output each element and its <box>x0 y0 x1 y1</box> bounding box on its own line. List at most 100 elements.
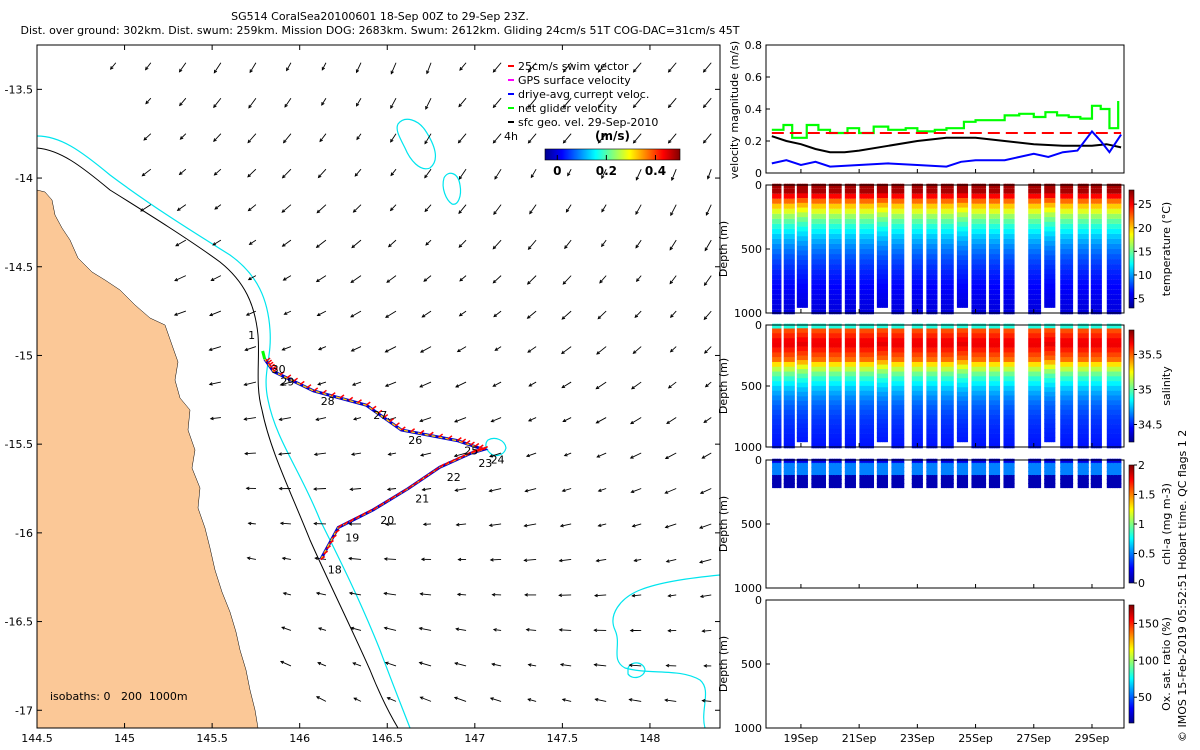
section-point <box>878 259 882 265</box>
geo-velocity-arrow <box>636 275 642 282</box>
section-point <box>926 249 929 255</box>
swim-vector <box>306 384 312 389</box>
section-point <box>839 233 842 239</box>
section-point <box>882 269 885 275</box>
geo-velocity-arrow <box>598 133 607 144</box>
section-point <box>802 283 805 289</box>
section-point <box>813 183 816 189</box>
section-point <box>773 309 777 315</box>
swim-vector <box>428 470 434 475</box>
section-point <box>980 218 983 224</box>
section-point <box>901 299 905 305</box>
swim-vector <box>428 431 434 436</box>
section-point <box>1099 203 1102 209</box>
geo-velocity-arrow <box>629 664 642 667</box>
section-point <box>876 302 880 308</box>
section-point <box>832 218 835 224</box>
section-point <box>862 279 866 285</box>
section-point <box>920 193 923 199</box>
section-point <box>848 264 851 270</box>
section-point <box>1038 304 1042 310</box>
section-point <box>983 233 987 239</box>
swim-vector <box>343 520 349 526</box>
section-point <box>882 198 885 204</box>
section-point <box>1006 279 1010 285</box>
section-point <box>1005 238 1008 244</box>
section-point <box>871 193 875 199</box>
geo-velocity-arrow <box>562 698 572 702</box>
section-point <box>883 279 887 285</box>
section-point <box>929 269 933 275</box>
section-point <box>928 284 931 290</box>
section-point <box>995 228 999 234</box>
section-point <box>911 233 915 239</box>
section-point <box>1119 259 1122 265</box>
section-point <box>983 188 987 194</box>
section-point <box>861 233 864 239</box>
section-point <box>1099 193 1102 199</box>
section-point <box>861 183 864 189</box>
section-point <box>850 269 853 275</box>
section-point <box>917 249 920 255</box>
section-point <box>862 259 866 265</box>
section-point <box>956 207 960 213</box>
section-point <box>839 274 842 280</box>
section-point <box>980 228 983 234</box>
geo-velocity-arrow <box>458 133 467 144</box>
section-point <box>1052 259 1056 265</box>
section-point <box>861 218 864 224</box>
section-point <box>926 259 929 265</box>
section-point <box>1003 183 1006 189</box>
section-point <box>878 250 882 256</box>
section-point <box>802 188 805 194</box>
section-point <box>962 255 965 261</box>
section-point <box>834 228 837 234</box>
section-point <box>981 299 985 305</box>
section-point <box>820 208 823 214</box>
geo-velocity-arrowhead <box>665 559 670 563</box>
section-point <box>971 279 974 285</box>
section-point <box>960 217 963 223</box>
section-point <box>802 193 805 199</box>
section-data-points <box>772 183 1122 315</box>
section-point <box>866 284 869 290</box>
section-point <box>947 238 951 244</box>
section-point <box>962 283 965 289</box>
section-point <box>949 279 953 285</box>
section-point <box>978 203 981 209</box>
geo-velocity-arrow <box>316 204 327 214</box>
section-point <box>898 254 901 260</box>
section-point <box>834 198 837 204</box>
section-point <box>1005 309 1008 315</box>
geo-velocity-arrow <box>633 346 642 354</box>
section-point <box>951 274 954 280</box>
section-point <box>871 284 875 290</box>
section-point <box>978 269 981 275</box>
velocity-series-line <box>771 135 1122 154</box>
section-point <box>960 226 963 232</box>
section-point <box>785 218 788 224</box>
section-point <box>846 294 849 300</box>
geo-velocity-arrowhead <box>593 593 598 598</box>
section-point <box>898 309 901 315</box>
geo-velocity-arrowhead <box>313 452 318 456</box>
section-point <box>885 183 888 189</box>
map-xtick-label: 147 <box>464 732 485 745</box>
geo-velocity-arrow <box>703 310 712 320</box>
section-point <box>851 183 855 189</box>
section-point <box>901 198 905 204</box>
section-point <box>981 259 985 265</box>
section-point <box>820 243 823 249</box>
section-point <box>832 289 835 295</box>
section-point <box>832 254 835 260</box>
section-point <box>866 193 869 199</box>
section-point <box>882 288 885 294</box>
geo-velocity-arrow <box>385 381 397 387</box>
section-point <box>973 188 976 194</box>
section-point <box>944 208 947 214</box>
section-point <box>933 254 936 260</box>
section-point <box>1070 304 1074 310</box>
section-point <box>1006 228 1010 234</box>
section-point <box>878 236 882 242</box>
section-point <box>901 223 905 229</box>
